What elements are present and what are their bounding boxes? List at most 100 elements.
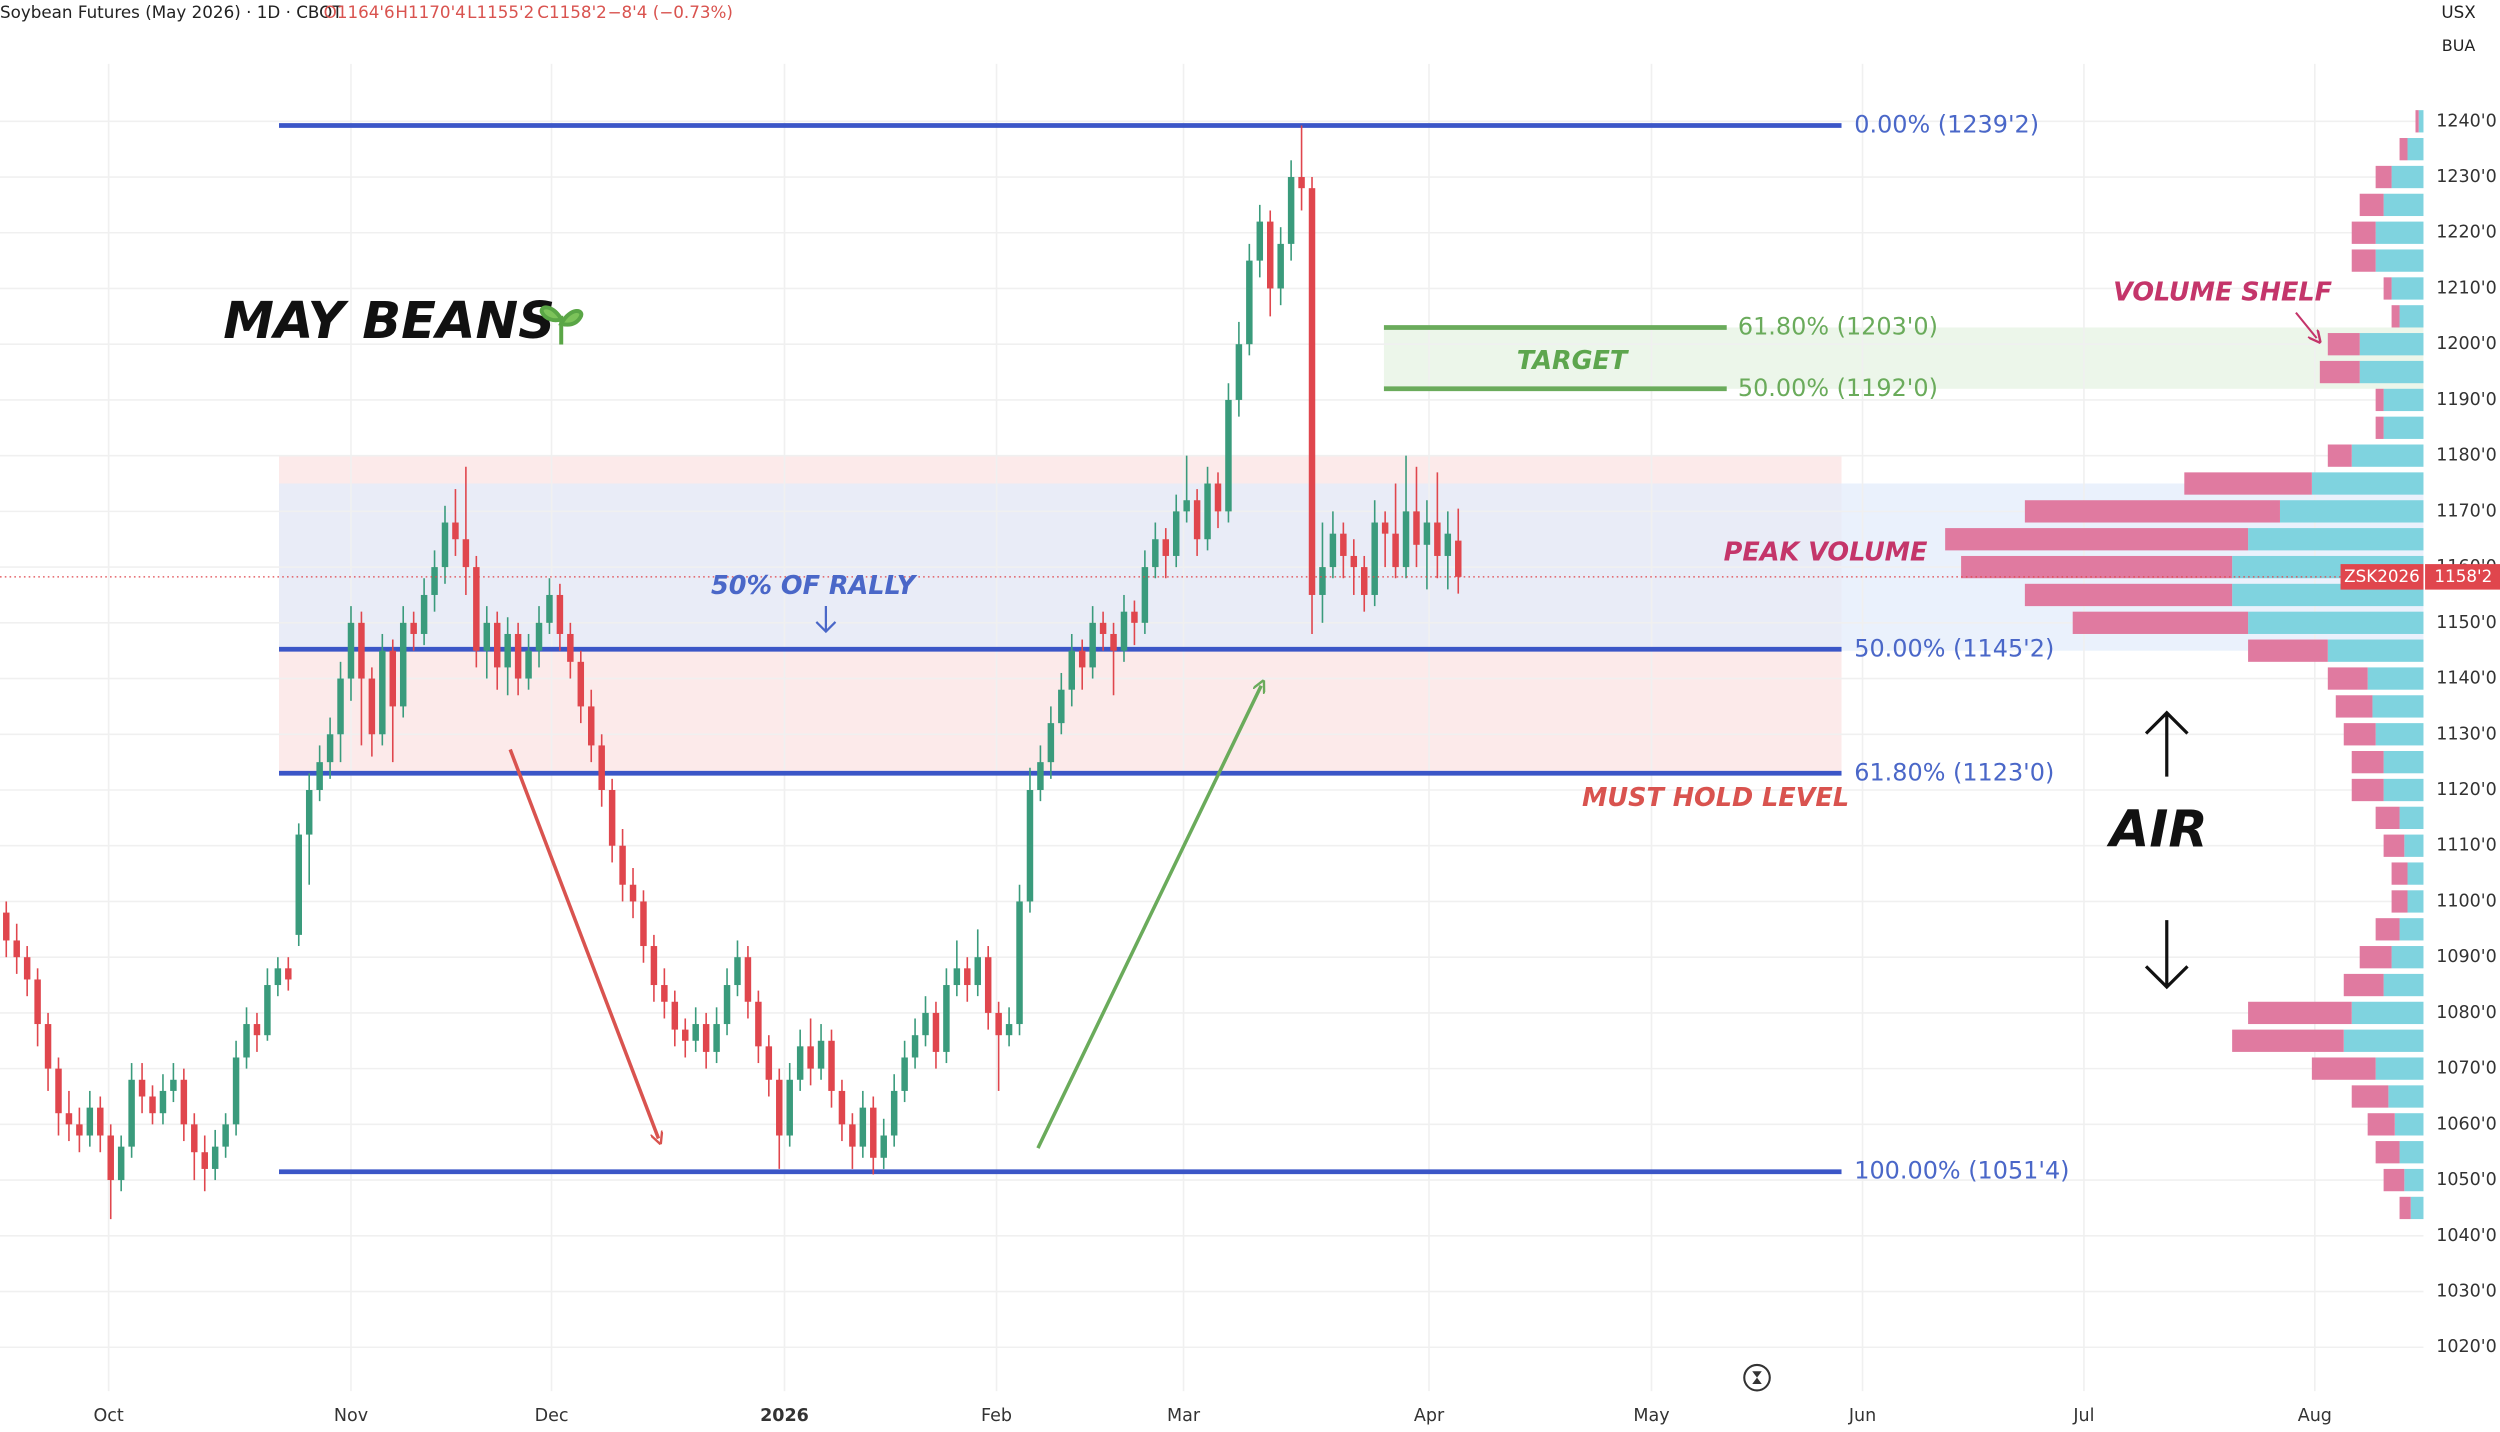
candle-body <box>243 1024 250 1058</box>
candle-body <box>211 1146 219 1169</box>
profile-down <box>2343 973 2384 997</box>
candle-body <box>1319 567 1326 595</box>
candle-body <box>420 594 428 634</box>
candle-body <box>76 1124 83 1136</box>
candle-body <box>253 1024 261 1036</box>
profile-up <box>2418 110 2424 133</box>
y-tick-label: 1040'0 <box>2436 1226 2497 1246</box>
profile-up <box>2279 500 2424 523</box>
symbol: Soybean Futures (May 2026) · 1D · CBOT <box>0 2 343 22</box>
candle-body <box>1026 790 1034 902</box>
candle-body <box>964 968 971 986</box>
x-tick-label: Mar <box>1167 1406 1201 1426</box>
candle-body <box>1120 611 1128 651</box>
candle-body <box>410 622 417 634</box>
profile-down <box>2375 388 2384 412</box>
profile-up <box>2404 834 2424 857</box>
candle-body <box>525 650 532 679</box>
candle-body <box>1214 483 1222 512</box>
profile-up <box>2372 695 2424 718</box>
profile-up <box>2399 305 2424 328</box>
unit: BUA <box>2442 36 2476 55</box>
target-label: 61.80% (1203'0) <box>1738 312 1938 340</box>
profile-down <box>2391 862 2408 885</box>
candle-body <box>796 1046 804 1080</box>
candle-body <box>1340 533 1347 556</box>
profile-up <box>2351 444 2424 467</box>
rally-arrow <box>815 605 837 634</box>
candle-body <box>1329 533 1337 568</box>
profile-down <box>2383 277 2392 300</box>
y-tick-label: 1210'0 <box>2436 278 2497 298</box>
candle-body <box>128 1079 135 1147</box>
candle-body <box>34 979 41 1025</box>
candle-body <box>922 1012 929 1036</box>
candle-body <box>305 790 313 835</box>
profile-up <box>2248 611 2424 634</box>
candle-body <box>1047 723 1055 763</box>
profile-up <box>2383 388 2424 412</box>
profile-down <box>2399 138 2408 161</box>
profile-down <box>2391 890 2408 913</box>
x-tick-label: 2026 <box>760 1406 809 1426</box>
candle-body <box>577 661 585 707</box>
profile-down <box>1961 555 2233 579</box>
axes: 1020'0 1030'0 1040'0 1050'0 1060'0 1070'0 1080… <box>0 111 2500 1426</box>
candle-body <box>441 522 449 568</box>
candle-body <box>1266 221 1274 289</box>
y-tick-label: 1240'0 <box>2436 111 2497 131</box>
candle-body <box>650 946 658 986</box>
y-tick-label: 1020'0 <box>2436 1337 2497 1357</box>
candle-body <box>65 1113 73 1125</box>
candle-body <box>1402 511 1410 568</box>
profile-down <box>2375 1141 2400 1164</box>
candle-body <box>671 1001 679 1030</box>
profile-up <box>2391 277 2424 300</box>
candle-body <box>191 1124 198 1153</box>
down-trend-arrow <box>508 748 658 1138</box>
candle-body <box>943 985 950 1052</box>
candle-body <box>588 706 595 746</box>
candle-body <box>901 1057 908 1091</box>
candle-body <box>1381 522 1389 534</box>
candle-body <box>1078 650 1086 668</box>
profile-up <box>2394 1113 2424 1136</box>
candle-body <box>274 968 282 986</box>
profile-up <box>2404 1168 2424 1192</box>
candle-body <box>723 985 731 1025</box>
peak-volume-label: PEAK VOLUME <box>1724 537 1928 567</box>
candle-body <box>347 622 355 679</box>
candle-body <box>201 1152 208 1169</box>
profile-down <box>2319 360 2360 384</box>
rally-label: 50% OF RALLY <box>711 571 918 601</box>
candle-body <box>692 1024 699 1041</box>
replay-icon[interactable] <box>1743 1363 1771 1392</box>
profile-up <box>2359 360 2424 384</box>
candle-body <box>232 1057 240 1125</box>
profile-down <box>2375 416 2384 439</box>
profile-down <box>2351 778 2384 802</box>
candle-body <box>316 762 323 791</box>
volume-profile <box>1945 110 2424 1220</box>
fib-label: 0.00% (1239'2) <box>1854 110 2039 138</box>
up-trend-arrow <box>1036 686 1261 1149</box>
profile-down <box>2024 500 2280 523</box>
candle-body <box>1005 1024 1013 1036</box>
candle-body <box>1089 622 1096 668</box>
profile-up <box>2407 138 2424 161</box>
y-tick-label: 1230'0 <box>2436 167 2497 187</box>
candle-body <box>1016 901 1023 1025</box>
profile-up <box>2248 528 2424 551</box>
profile-down <box>2359 946 2392 969</box>
profile-down <box>2311 1057 2376 1080</box>
profile-down <box>2327 333 2360 356</box>
x-tick-label: Apr <box>1414 1406 1445 1426</box>
candle-body <box>159 1090 167 1114</box>
candle-body <box>1455 540 1462 577</box>
price-tag <box>2425 564 2500 590</box>
candle-body <box>1413 511 1420 545</box>
candle-body <box>567 633 574 662</box>
candle-body <box>1361 567 1368 595</box>
x-tick-label: Dec <box>535 1406 569 1426</box>
